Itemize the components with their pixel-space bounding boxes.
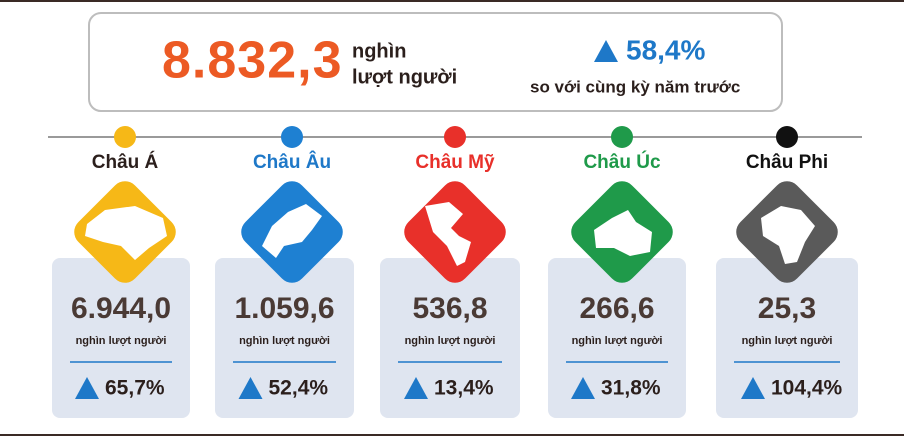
timeline-dot xyxy=(776,126,798,148)
timeline-dot xyxy=(444,126,466,148)
up-arrow xyxy=(741,377,765,399)
up-arrow xyxy=(571,377,595,399)
region-unit: nghìn lượt người xyxy=(405,335,496,347)
map-shape xyxy=(85,206,167,260)
region-unit: nghìn lượt người xyxy=(742,335,833,347)
region-name: Châu Âu xyxy=(253,151,331,173)
region-icon xyxy=(571,181,673,283)
region-card xyxy=(716,258,858,418)
map-shape xyxy=(262,204,322,258)
timeline-dot xyxy=(611,126,633,148)
region-unit: nghìn lượt người xyxy=(239,335,330,347)
region-icon xyxy=(241,181,343,283)
region-icon xyxy=(736,181,838,283)
region-card xyxy=(215,258,354,418)
bottom-border xyxy=(0,434,904,436)
growth-note: so với cùng kỳ năm trước xyxy=(530,77,740,96)
region-growth: 104,4% xyxy=(771,377,843,400)
region-unit: nghìn lượt người xyxy=(572,335,663,347)
map-shape xyxy=(425,202,471,266)
region-value: 6.944,0 xyxy=(71,292,171,325)
region-growth: 31,8% xyxy=(601,377,661,400)
total-growth: 58,4% xyxy=(626,34,705,65)
region-card xyxy=(380,258,520,418)
timeline-dot xyxy=(281,126,303,148)
unit-line: nghìn xyxy=(352,40,406,62)
region-unit: nghìn lượt người xyxy=(76,335,167,347)
region-growth: 52,4% xyxy=(269,377,329,400)
up-arrow xyxy=(594,40,618,62)
region-icon xyxy=(74,181,176,283)
total-value: 8.832,3 xyxy=(162,32,343,90)
region-value: 536,8 xyxy=(412,292,487,325)
region-growth: 65,7% xyxy=(105,377,165,400)
region-name: Châu Úc xyxy=(583,151,661,173)
region-name: Châu Mỹ xyxy=(415,152,495,173)
unit-line: lượt người xyxy=(352,66,457,88)
timeline-dot xyxy=(114,126,136,148)
up-arrow xyxy=(238,377,263,399)
region-value: 1.059,6 xyxy=(234,292,334,325)
map-shape xyxy=(761,206,815,264)
top-border xyxy=(0,0,904,2)
summary-box xyxy=(88,12,783,112)
region-name: Châu Phi xyxy=(746,152,828,173)
map-shape xyxy=(594,210,652,256)
region-value: 266,6 xyxy=(579,292,654,325)
region-value: 25,3 xyxy=(758,292,816,325)
region-growth: 13,4% xyxy=(434,377,494,400)
region-icon xyxy=(404,181,506,283)
up-arrow xyxy=(404,377,428,399)
up-arrow xyxy=(75,377,99,399)
region-name: Châu Á xyxy=(92,151,159,173)
